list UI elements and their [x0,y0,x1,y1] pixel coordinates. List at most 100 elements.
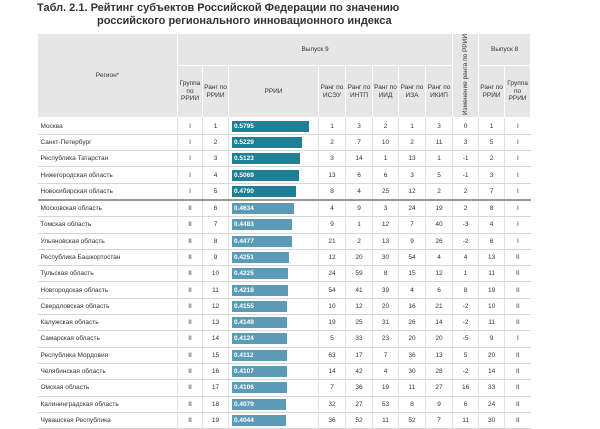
cell: 1 [398,117,426,135]
row: Челябинская область II 16 0.4107 14 42 4 30 28 -2… [37,363,531,381]
cell: 6 [478,233,505,250]
cell: 24 [478,396,505,413]
cell: 3 [372,199,399,218]
header: Ранг по ИИД [372,64,399,119]
cell: 5 [202,183,229,201]
cell: 10 [372,134,399,152]
cell: 10 [478,298,505,316]
cell: 1 [424,150,453,168]
row: Чувашская Республика II 19 0.4044 36 52 11 52 7 1… [37,412,531,429]
cell: -2 [452,233,479,250]
cell: 13 [478,249,505,267]
cell: 0.4079 [228,396,319,413]
cell: 17 [345,347,373,364]
row: Новгородская область II 11 0.4218 54 41 39 4 6 8 1… [37,281,531,299]
cell: 2 [424,183,453,201]
cell: 24 [318,265,346,283]
cell: 14 [202,330,229,348]
cell: 39 [372,281,399,299]
cell: 2 [398,134,426,152]
cell: II [504,281,531,299]
cell: 0.5795 [228,117,319,135]
cell: 19 [372,379,399,397]
cell: 0 [452,117,479,135]
cell: Челябинская область [37,363,178,381]
row: Новосибирская область I 5 0.4790 8 4 25 12 2 2 7 I [37,183,531,201]
cell: I [504,134,531,152]
cell: 53 [372,396,399,413]
header: Регион* [37,32,178,119]
index-bar: 0.4477 [232,235,292,247]
cell: I [504,199,531,218]
cell: I [177,183,203,201]
row: Нижегородская область I 4 0.5069 13 6 6 3 5 -1 3 I [37,166,531,184]
cell: 59 [345,265,373,283]
cell: 2 [202,134,229,152]
row: Москва I 1 0.5795 1 3 2 1 3 0 1 I [37,117,531,135]
index-bar: 0.4106 [232,382,287,394]
cell: 36 [345,379,373,397]
cell: 9 [424,396,453,413]
cell: 1 [478,117,505,135]
cell: 19 [478,281,505,299]
cell: Республика Мордовия [37,347,178,364]
cell: 0.4149 [228,314,319,332]
cell: 11 [202,281,229,299]
cell: I [504,233,531,250]
cell: II [177,298,203,316]
cell: 9 [478,330,505,348]
cell: 13 [424,347,453,364]
cell: 20 [424,330,453,348]
cell: 8 [372,265,399,283]
cell: 18 [202,396,229,413]
cell: -2 [452,314,479,332]
index-bar: 0.5795 [232,120,310,132]
cell: 3 [345,117,373,135]
cell: II [177,233,203,250]
cell: 4 [345,183,373,201]
row: Калининградская область II 18 0.4079 32 27 53 8… [37,396,531,413]
cell: 1 [202,117,229,135]
cell: 9 [345,199,373,218]
cell: II [177,363,203,381]
cell: 9 [398,233,426,250]
cell: 30 [398,363,426,381]
cell: 7 [372,347,399,364]
cell: 4 [424,249,453,267]
cell: 28 [424,363,453,381]
cell: 0.5069 [228,166,319,184]
cell: 5 [318,330,346,348]
cell: II [177,281,203,299]
cell: I [177,134,203,152]
cell: 0.5229 [228,134,319,152]
index-bar: 0.4225 [232,268,289,280]
cell: 42 [345,363,373,381]
cell: 11 [398,379,426,397]
cell: 15 [202,347,229,364]
cell: 12 [398,183,426,201]
cell: 2 [452,199,479,218]
cell: II [177,379,203,397]
cell: II [504,396,531,413]
cell: -2 [452,363,479,381]
cell: 32 [318,396,346,413]
cell: 30 [478,412,505,429]
cell: 21 [318,233,346,250]
index-bar: 0.4149 [232,317,288,329]
cell: II [177,314,203,332]
cell: Московская область [37,199,178,218]
index-bar: 0.4634 [232,203,294,215]
cell: 11 [452,412,479,429]
cell: 8 [202,233,229,250]
header: РРИИ [228,64,319,119]
cell: 3 [398,166,426,184]
header: Ранг по РРИИ [478,64,506,119]
index-bar: 0.4155 [232,300,288,312]
cell: 0.4218 [228,281,319,299]
cell: 13 [398,150,426,168]
cell: 16 [202,363,229,381]
cell: 4 [398,281,426,299]
header: Изменение ранга по РРИИ [452,32,480,119]
cell: Самарская область [37,330,178,348]
cell: 15 [398,265,426,283]
